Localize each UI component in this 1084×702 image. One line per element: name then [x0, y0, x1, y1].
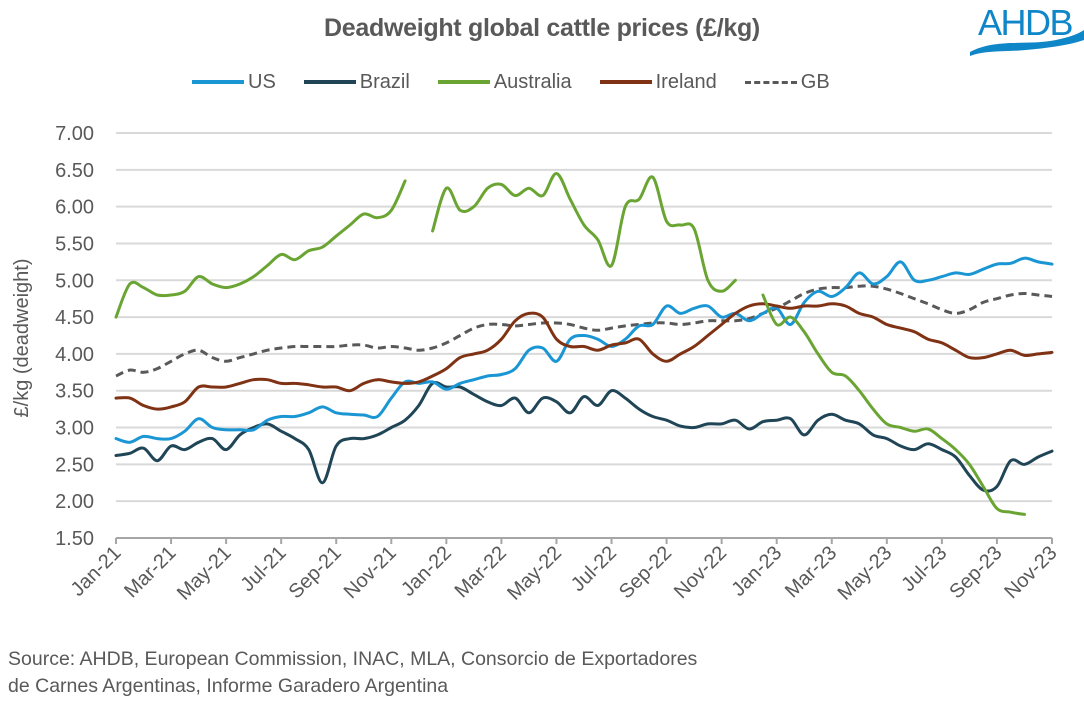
line-australia [761, 293, 1026, 516]
source-line-1: Source: AHDB, European Commission, INAC,… [8, 648, 698, 670]
series-ireland [114, 302, 1054, 411]
x-tick-label: May-22 [503, 542, 566, 605]
y-tick-label: 2.00 [55, 491, 94, 513]
legend-item-ireland: Ireland [599, 70, 717, 94]
x-tick-label: Sep-23 [945, 542, 1006, 603]
legend-label-australia: Australia [493, 70, 572, 93]
x-tick-label: Jul-22 [567, 542, 621, 596]
series-gb [115, 284, 1053, 378]
legend-label-gb: GB [800, 70, 830, 93]
legend-swatch-us [192, 80, 244, 84]
legend-swatch-brazil [303, 80, 356, 84]
legend-swatch-australia [437, 80, 490, 84]
y-axis-ticks: 7.00 6.50 6.00 5.50 5.00 4.50 4.00 3.50 3.00 2.50… [55, 123, 94, 550]
x-tick-label: May-21 [173, 542, 236, 605]
x-tick-label: Jan-21 [67, 542, 126, 601]
x-tick-label: Sep-22 [615, 542, 676, 603]
y-tick-label: 6.50 [55, 160, 94, 182]
legend-label-brazil: Brazil [359, 70, 410, 93]
y-tick-label: 6.00 [55, 197, 94, 219]
x-tick-label: Jul-23 [897, 542, 951, 596]
legend-item-brazil: Brazil [303, 70, 410, 94]
y-tick-label: 5.00 [55, 270, 94, 292]
y-tick-label: 7.00 [55, 123, 94, 145]
x-tick-label: Jan-23 [727, 542, 786, 601]
legend-item-australia: Australia [437, 70, 572, 94]
x-tick-label: Mar-23 [781, 542, 841, 602]
y-tick-label: 5.50 [55, 233, 94, 255]
legend-label-us: US [248, 70, 276, 93]
chart-legend: US Brazil Australia Ireland GB [192, 69, 858, 95]
x-tick-label: Nov-21 [340, 542, 401, 603]
x-tick-label: Jul-21 [237, 542, 291, 596]
y-tick-label: 4.00 [55, 344, 94, 366]
logo-text: AHDB [978, 2, 1073, 43]
line-us [114, 256, 1054, 444]
legend-item-gb: GB [744, 70, 830, 94]
x-tick-label: May-23 [834, 542, 897, 605]
line-ireland [114, 302, 1054, 411]
legend-item-us: US [192, 71, 276, 94]
x-tick-label: Sep-21 [285, 542, 346, 603]
line-gb [115, 284, 1053, 378]
y-tick-label: 4.50 [55, 307, 94, 329]
source-note: Source: AHDB, European Commission, INAC,… [8, 646, 697, 700]
series-lines [114, 172, 1054, 516]
line-brazil [114, 381, 1054, 493]
source-line-2: de Carnes Argentinas, Informe Garadero A… [8, 675, 449, 697]
series-brazil [114, 381, 1054, 493]
x-tick-label: Mar-21 [120, 542, 180, 602]
x-tick-label: Jan-22 [397, 542, 456, 601]
x-tick-label: Mar-22 [451, 542, 511, 602]
line-australia [114, 179, 407, 319]
y-tick-label: 3.00 [55, 418, 94, 440]
x-tick-label: Nov-22 [670, 542, 731, 603]
series-us [114, 256, 1054, 444]
legend-swatch-gb [744, 80, 797, 84]
y-tick-label: 1.50 [55, 528, 94, 550]
legend-swatch-ireland [599, 80, 652, 84]
gridlines [116, 132, 1052, 503]
logo-wave-icon [970, 30, 1084, 56]
y-axis-title: £/kg (deadweight) [11, 259, 33, 418]
series-australia [114, 172, 1026, 516]
line-australia [431, 172, 737, 293]
x-tick-label: Nov-23 [1000, 542, 1061, 603]
chart-title: Deadweight global cattle prices (£/kg) [324, 14, 760, 42]
y-tick-label: 2.50 [55, 454, 94, 476]
legend-label-ireland: Ireland [655, 70, 717, 93]
y-tick-label: 3.50 [55, 381, 94, 403]
ahdb-logo: AHDB [970, 2, 1084, 56]
